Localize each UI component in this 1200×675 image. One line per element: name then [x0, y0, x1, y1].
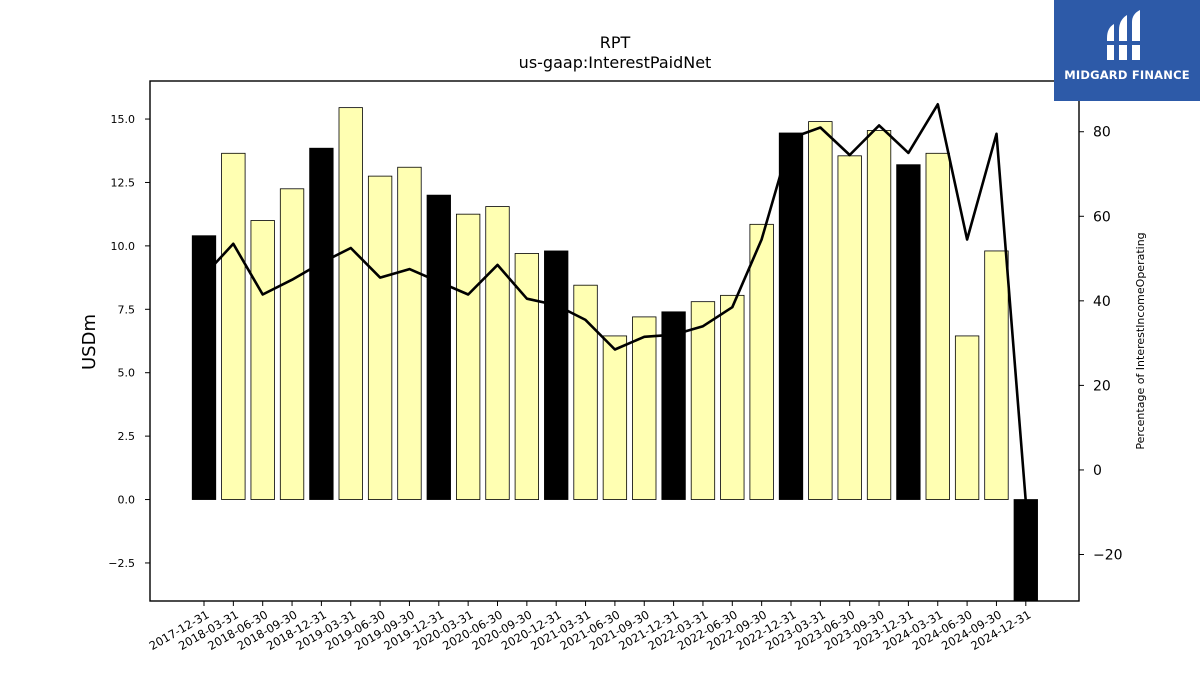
bar-2021-06-30: [602, 335, 628, 500]
bar-2022-12-31: [778, 132, 804, 500]
bar-2020-03-31: [455, 213, 481, 500]
bar-2023-09-30: [866, 130, 892, 500]
bar-2023-03-31: [808, 121, 833, 500]
y-tick-label: 5.0: [118, 367, 136, 380]
bar-2024-06-30: [954, 335, 980, 500]
bar-2021-12-31: [661, 311, 686, 500]
bar-2018-06-30: [250, 220, 275, 500]
logo-mark-icon: [1106, 10, 1142, 60]
y-axis: −2.5 0.0 2.5 5.0 7.5 10.0 12.5 15.0: [108, 113, 150, 570]
y-tick-label: 0.0: [118, 494, 136, 507]
brand-logo: MIDGARD FINANCE: [1054, 0, 1200, 101]
y2-axis: −20 0 20 40 60 80: [1079, 125, 1123, 563]
brand-logo-text: MIDGARD FINANCE: [1064, 68, 1190, 82]
bar-2021-03-31: [573, 284, 598, 500]
chart-title: RPT: [600, 33, 631, 52]
bar-2022-06-30: [720, 294, 745, 500]
bar-2021-09-30: [632, 316, 657, 500]
bar-2019-09-30: [397, 166, 422, 500]
line-series: [203, 103, 1028, 502]
bar-2023-06-30: [837, 155, 862, 500]
bar-2020-06-30: [485, 206, 510, 500]
bar-2018-03-31: [221, 152, 246, 500]
x-axis: 2017-12-312018-03-312018-06-302018-09-30…: [147, 601, 1033, 653]
bar-2019-12-31: [426, 194, 451, 500]
bar-2017-12-31: [191, 235, 217, 500]
percentage-line: [203, 103, 1028, 502]
y2-axis-label: Percentage of InterestIncomeOperating: [1134, 232, 1147, 449]
y-tick-label: 10.0: [111, 240, 136, 253]
y2-tick-label: −20: [1093, 547, 1123, 563]
bar-2024-12-31: [1013, 499, 1038, 602]
y2-tick-label: 60: [1093, 209, 1111, 225]
bar-2018-09-30: [279, 188, 305, 500]
bar-2023-12-31: [896, 164, 921, 500]
bar-2024-03-31: [925, 152, 950, 500]
y2-tick-label: 20: [1093, 378, 1111, 394]
y2-tick-label: 0: [1093, 463, 1102, 479]
y2-tick-label: 80: [1093, 125, 1111, 141]
bar-2020-12-31: [544, 250, 569, 500]
y-tick-label: 12.5: [111, 176, 136, 189]
y-tick-label: 7.5: [118, 303, 136, 316]
bar-2019-06-30: [367, 175, 393, 500]
y-tick-label: −2.5: [108, 557, 135, 570]
y-tick-label: 15.0: [111, 113, 136, 126]
bar-2024-09-30: [984, 250, 1009, 500]
y-tick-label: 2.5: [118, 430, 136, 443]
bar-2020-09-30: [514, 253, 539, 500]
y-axis-label: USDm: [79, 314, 100, 370]
bar-series: [191, 107, 1038, 602]
bar-2022-09-30: [749, 223, 774, 500]
bar-2018-12-31: [309, 147, 334, 500]
chart-subtitle: us-gaap:InterestPaidNet: [519, 53, 712, 72]
y2-tick-label: 40: [1093, 294, 1111, 310]
bar-2022-03-31: [690, 301, 716, 500]
bar-2019-03-31: [338, 107, 363, 500]
